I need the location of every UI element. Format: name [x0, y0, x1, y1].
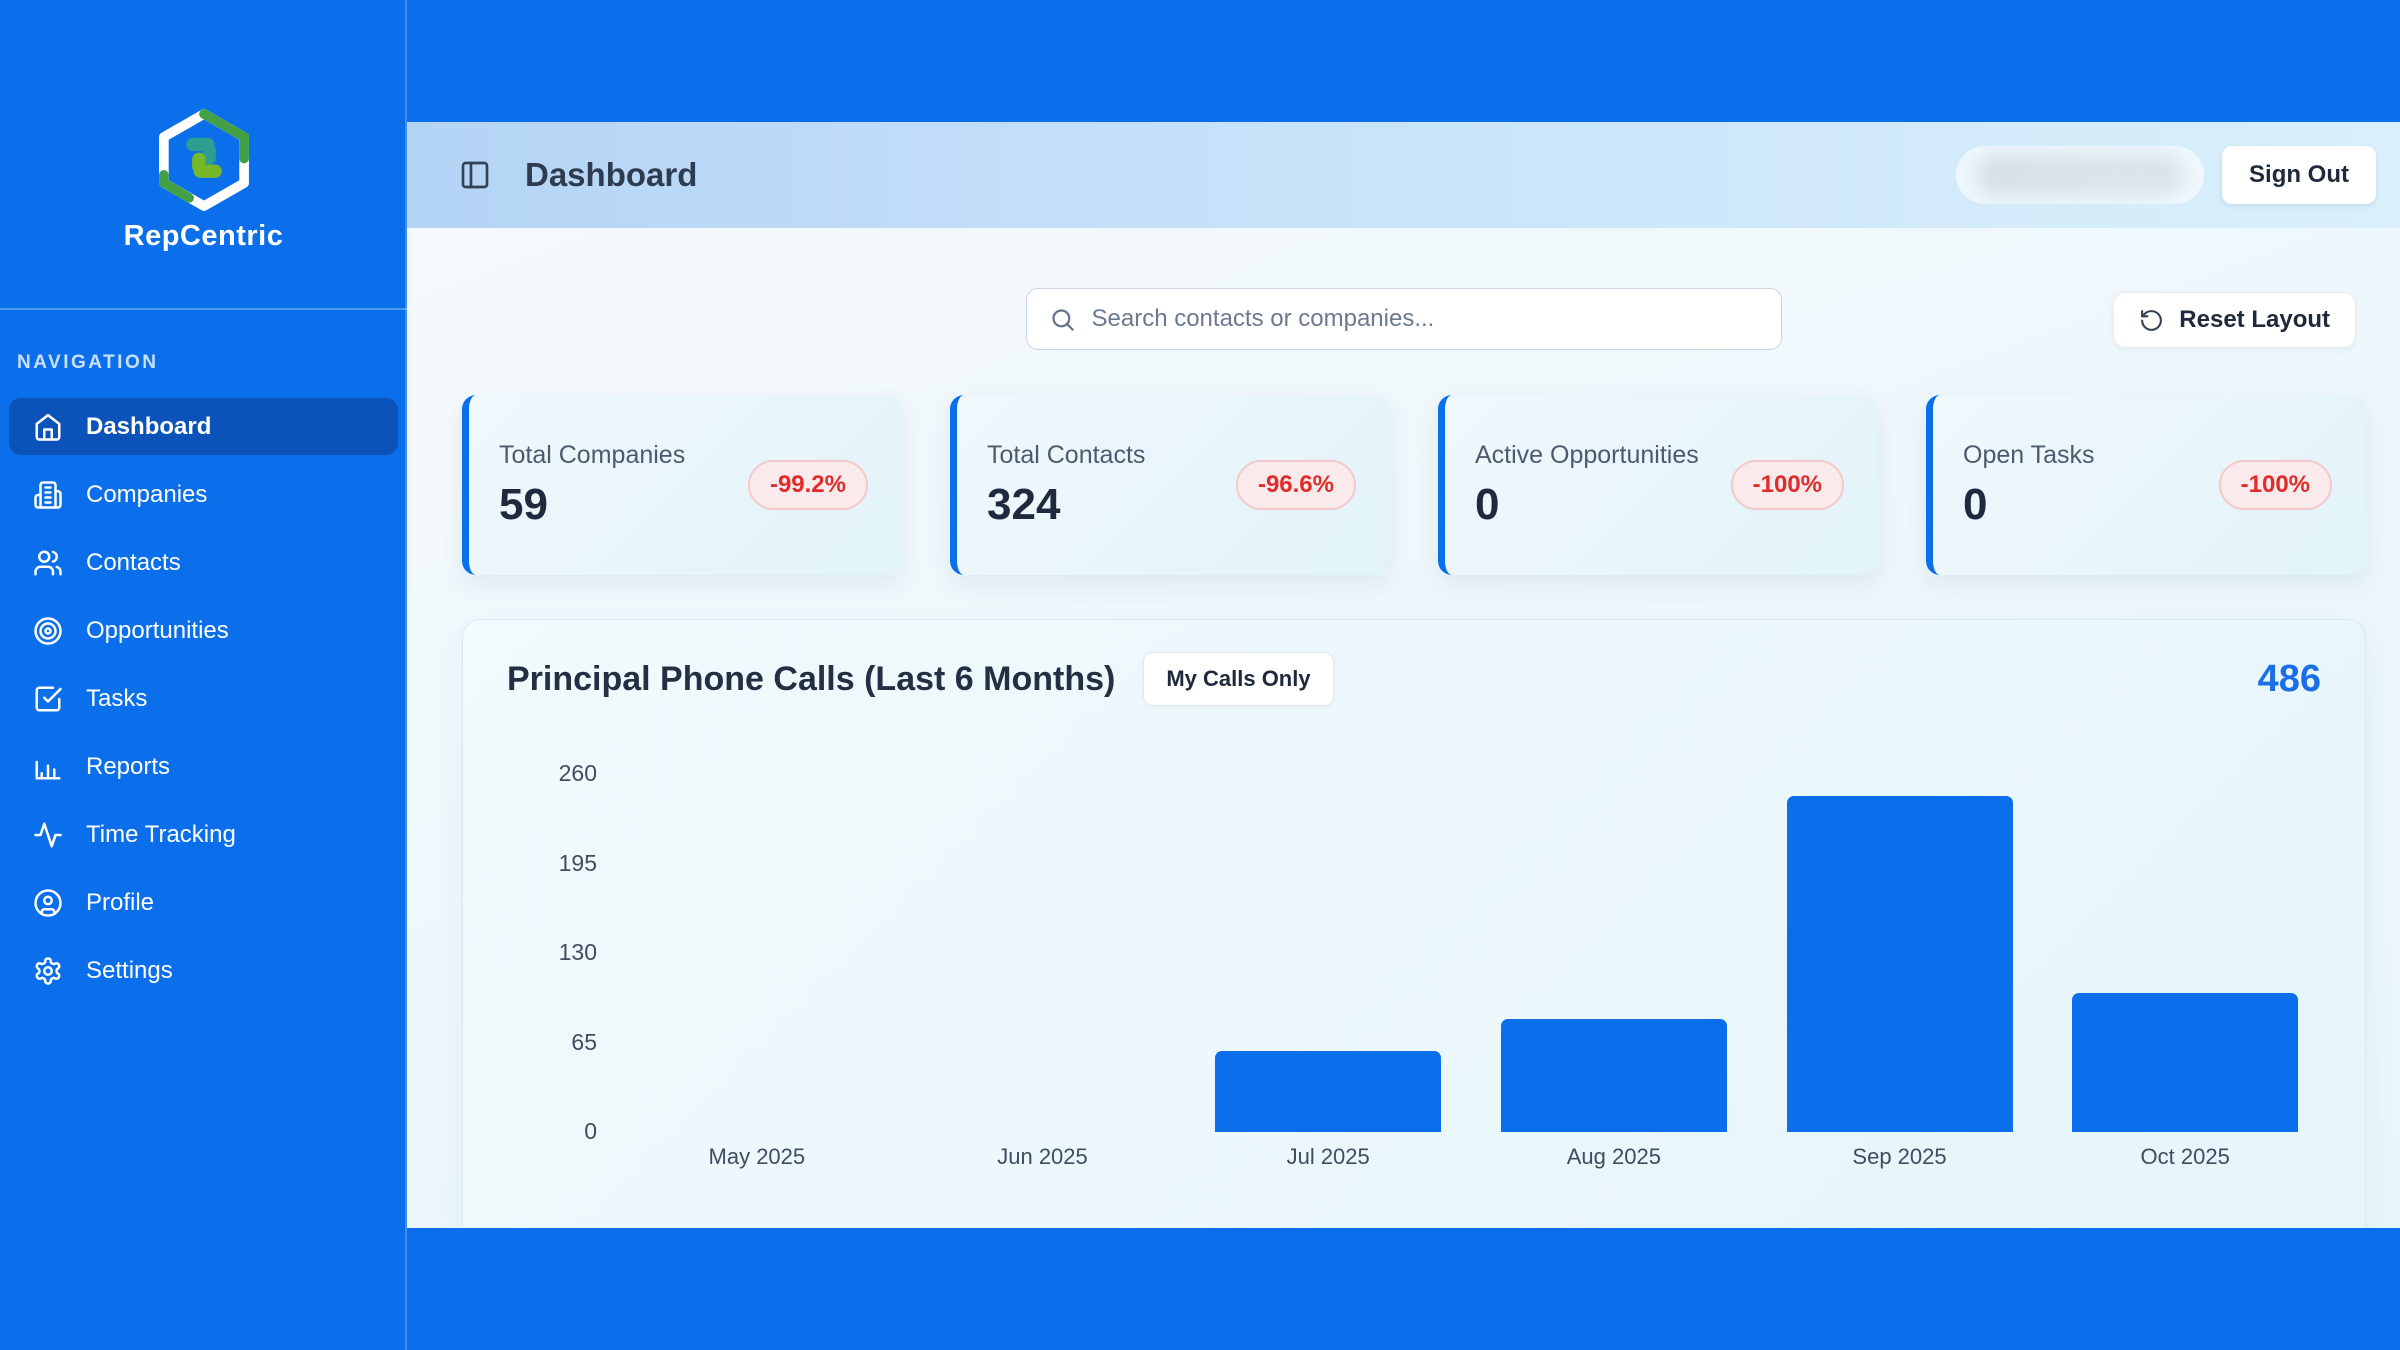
reset-layout-button[interactable]: Reset Layout — [2113, 292, 2356, 348]
sidebar-item-label: Companies — [86, 480, 208, 508]
chart-panel: Principal Phone Calls (Last 6 Months) My… — [462, 619, 2366, 1228]
stat-label: Total Contacts — [987, 440, 1146, 469]
rotate-ccw-icon — [2141, 309, 2163, 331]
check-square-icon — [35, 686, 62, 711]
stat-change-badge: -100% — [2218, 460, 2332, 510]
sidebar-item-label: Time Tracking — [86, 820, 236, 848]
stat-change-badge: -99.2% — [747, 460, 868, 510]
chart-header: Principal Phone Calls (Last 6 Months) My… — [463, 620, 2365, 706]
chart-slot — [1185, 774, 1471, 1132]
search-input[interactable] — [1091, 305, 1759, 333]
stat-change-badge: -100% — [1730, 460, 1844, 510]
search-icon — [1051, 308, 1074, 331]
sidebar-item-label: Reports — [86, 752, 171, 780]
chart-plot-area — [614, 774, 2328, 1132]
stat-value: 59 — [499, 479, 548, 529]
sidebar-item-opportunities[interactable]: Opportunities — [9, 602, 398, 659]
x-axis-tick-label: Oct 2025 — [2140, 1144, 2230, 1169]
stat-card-text: Active Opportunities 0 — [1475, 441, 1699, 530]
gear-icon — [35, 956, 61, 985]
chart-slot — [614, 774, 900, 1132]
x-axis-tick-label: Aug 2025 — [1566, 1144, 1661, 1169]
y-axis-tick-label: 260 — [558, 760, 597, 786]
stat-change-badge: -96.6% — [1235, 460, 1356, 510]
chart-total-value: 486 — [2257, 657, 2321, 700]
x-axis-tick-label: May 2025 — [708, 1144, 806, 1169]
my-calls-only-button[interactable]: My Calls Only — [1143, 652, 1334, 706]
chart-slot — [1757, 774, 2043, 1132]
sidebar: RepCentric NAVIGATION Dashboard Companies… — [0, 0, 407, 1350]
stat-label: Active Opportunities — [1475, 440, 1699, 469]
stat-value: 324 — [987, 479, 1061, 529]
sidebar-item-reports[interactable]: Reports — [9, 738, 398, 795]
y-axis-tick-label: 65 — [571, 1029, 597, 1055]
bar-oct-2025[interactable] — [2072, 993, 2299, 1132]
sidebar-item-profile[interactable]: Profile — [9, 874, 398, 931]
bar-chart-icon — [35, 760, 61, 779]
stat-value: 0 — [1963, 479, 1988, 529]
sidebar-item-label: Tasks — [86, 684, 148, 712]
top-header: Dashboard Sign Out — [407, 122, 2400, 228]
sidebar-item-contacts[interactable]: Contacts — [9, 534, 398, 591]
bar-sep-2025[interactable] — [1786, 796, 2013, 1132]
stat-card-text: Total Companies 59 — [499, 441, 685, 530]
stat-card-total-contacts: Total Contacts 324 -96.6% — [950, 395, 1390, 575]
building-icon — [34, 480, 62, 509]
sidebar-divider — [0, 308, 407, 310]
x-axis-labels: May 2025 Jun 2025 Jul 2025 Aug 2025 Sep 2025… — [614, 1144, 2328, 1170]
stat-card-open-tasks: Open Tasks 0 -100% — [1926, 395, 2366, 575]
sidebar-nav: Dashboard Companies Contacts Opportunities T… — [9, 398, 398, 999]
sidebar-item-tasks[interactable]: Tasks — [9, 670, 398, 727]
chart-slot — [1471, 774, 1757, 1132]
y-axis-tick-label: 195 — [558, 850, 597, 876]
bar-aug-2025[interactable] — [1500, 1019, 1727, 1132]
sidebar-item-companies[interactable]: Companies — [9, 466, 398, 523]
toolbar-row: Reset Layout — [407, 288, 2400, 350]
bar-jul-2025[interactable] — [1215, 1051, 1442, 1132]
stat-card-total-companies: Total Companies 59 -99.2% — [462, 395, 902, 575]
sidebar-item-time-tracking[interactable]: Time Tracking — [9, 806, 398, 863]
reset-layout-label: Reset Layout — [2179, 306, 2330, 333]
chart-slot — [900, 774, 1186, 1132]
user-email-redacted — [1956, 146, 2205, 204]
search-box — [1025, 288, 1782, 350]
x-axis-tick-label: Sep 2025 — [1852, 1144, 1947, 1169]
brand-logo: RepCentric — [0, 108, 407, 253]
main-panel: Dashboard Sign Out Reset Layout Total Co… — [407, 122, 2400, 1228]
user-circle-icon — [34, 888, 62, 917]
page-title: Dashboard — [525, 156, 698, 193]
x-axis-tick-label: Jul 2025 — [1286, 1144, 1370, 1169]
sidebar-item-label: Settings — [86, 956, 173, 984]
sidebar-item-label: Contacts — [86, 548, 181, 576]
stat-label: Total Companies — [499, 440, 686, 469]
target-icon — [34, 616, 62, 645]
stat-card-text: Open Tasks 0 — [1963, 441, 2095, 530]
sidebar-item-settings[interactable]: Settings — [9, 942, 398, 999]
sidebar-item-label: Opportunities — [86, 616, 229, 644]
sidebar-item-label: Dashboard — [86, 412, 212, 440]
sign-out-button[interactable]: Sign Out — [2222, 146, 2376, 204]
chart-title: Principal Phone Calls (Last 6 Months) — [507, 659, 1116, 698]
users-icon — [34, 550, 62, 575]
stat-card-active-opportunities: Active Opportunities 0 -100% — [1438, 395, 1878, 575]
stats-row: Total Companies 59 -99.2% Total Contacts… — [462, 395, 2366, 575]
sidebar-item-label: Profile — [86, 888, 155, 916]
chart-slot — [2042, 774, 2328, 1132]
nav-section-label: NAVIGATION — [17, 352, 159, 373]
repcentric-logo-icon — [158, 109, 249, 211]
brand-name: RepCentric — [123, 220, 284, 252]
y-axis-tick-label: 0 — [584, 1118, 597, 1144]
stat-value: 0 — [1475, 479, 1500, 529]
activity-icon — [34, 822, 62, 847]
panel-left-icon[interactable] — [459, 159, 491, 191]
sidebar-item-dashboard[interactable]: Dashboard — [9, 398, 398, 455]
y-axis-tick-label: 130 — [558, 939, 597, 965]
stat-card-text: Total Contacts 324 — [987, 441, 1145, 530]
home-icon — [35, 413, 61, 441]
x-axis-tick-label: Jun 2025 — [997, 1144, 1088, 1169]
stat-label: Open Tasks — [1963, 440, 2095, 469]
